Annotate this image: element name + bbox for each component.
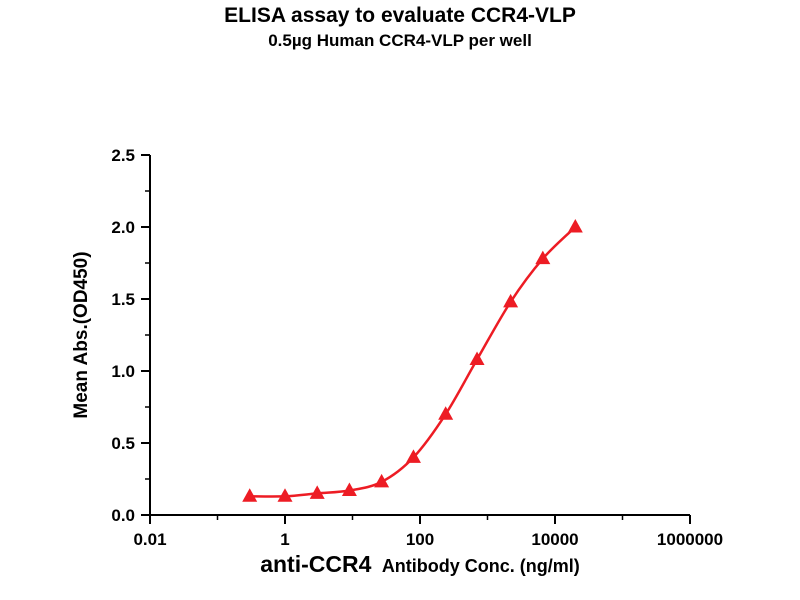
x-tick-label: 10000: [531, 530, 578, 549]
data-point-marker: [438, 406, 454, 420]
x-tick-label: 100: [406, 530, 434, 549]
data-point-marker: [535, 250, 551, 265]
data-point-marker: [567, 219, 583, 233]
x-tick-label: 1000000: [657, 530, 723, 549]
x-axis-label-unit: Antibody Conc. (ng/ml): [381, 556, 580, 576]
data-point-marker: [405, 449, 421, 463]
y-tick-label: 1.5: [111, 290, 135, 309]
y-tick-label: 1.0: [111, 362, 135, 381]
data-point-marker: [469, 351, 485, 365]
x-axis-label-main: anti-CCR4: [260, 551, 372, 577]
y-tick-label: 2.5: [111, 146, 135, 165]
data-point-marker: [374, 473, 390, 488]
y-tick-label: 2.0: [111, 218, 135, 237]
data-point-marker: [341, 482, 357, 497]
x-tick-label: 0.01: [133, 530, 166, 549]
data-point-marker: [503, 293, 519, 308]
data-point-marker: [242, 488, 258, 502]
data-point-marker: [309, 485, 325, 499]
y-tick-label: 0.5: [111, 434, 135, 453]
chart-subtitle: 0.5µg Human CCR4-VLP per well: [268, 31, 532, 50]
x-axis-label: anti-CCR4 Antibody Conc. (ng/ml): [40, 551, 800, 578]
y-tick-label: 0.0: [111, 506, 135, 525]
data-point-marker: [277, 488, 293, 502]
x-tick-label: 1: [280, 530, 289, 549]
chart-title: ELISA assay to evaluate CCR4-VLP: [224, 4, 576, 27]
